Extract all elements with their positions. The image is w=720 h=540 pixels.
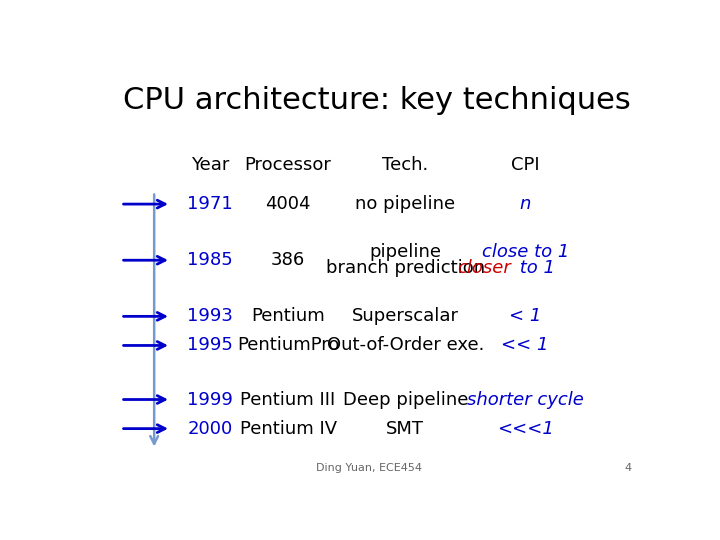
- Text: 1971: 1971: [187, 195, 233, 213]
- Text: Tech.: Tech.: [382, 156, 428, 173]
- Text: Pentium IV: Pentium IV: [240, 420, 337, 437]
- Text: 4004: 4004: [266, 195, 311, 213]
- Text: close to 1: close to 1: [482, 244, 569, 261]
- Text: to 1: to 1: [514, 259, 555, 277]
- Text: no pipeline: no pipeline: [355, 195, 455, 213]
- Text: < 1: < 1: [509, 307, 541, 326]
- Text: << 1: << 1: [502, 336, 549, 354]
- Text: CPU architecture: key techniques: CPU architecture: key techniques: [124, 86, 631, 114]
- Text: Superscalar: Superscalar: [352, 307, 459, 326]
- Text: 1995: 1995: [187, 336, 233, 354]
- Text: Out-of-Order exe.: Out-of-Order exe.: [327, 336, 484, 354]
- Text: CPI: CPI: [511, 156, 539, 173]
- Text: 386: 386: [271, 251, 305, 269]
- Text: 4: 4: [624, 463, 631, 473]
- Text: SMT: SMT: [386, 420, 424, 437]
- Text: closer: closer: [457, 259, 511, 277]
- Text: n: n: [520, 195, 531, 213]
- Text: Pentium III: Pentium III: [240, 390, 336, 409]
- Text: <<<1: <<<1: [497, 420, 554, 437]
- Text: 2000: 2000: [187, 420, 233, 437]
- Text: pipeline: pipeline: [369, 244, 441, 261]
- Text: 1999: 1999: [187, 390, 233, 409]
- Text: Deep pipeline: Deep pipeline: [343, 390, 468, 409]
- Text: branch prediction: branch prediction: [325, 259, 485, 277]
- Text: Ding Yuan, ECE454: Ding Yuan, ECE454: [316, 463, 422, 473]
- Text: Processor: Processor: [245, 156, 331, 173]
- Text: shorter cycle: shorter cycle: [467, 390, 584, 409]
- Text: 1985: 1985: [187, 251, 233, 269]
- Text: Pentium: Pentium: [251, 307, 325, 326]
- Text: PentiumPro: PentiumPro: [237, 336, 339, 354]
- Text: 1993: 1993: [187, 307, 233, 326]
- Text: Year: Year: [191, 156, 229, 173]
